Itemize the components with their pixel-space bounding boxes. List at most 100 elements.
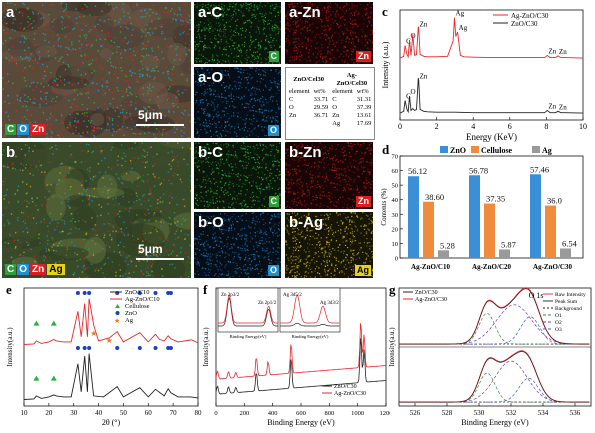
map-speckle	[372, 202, 373, 204]
map-speckle	[288, 181, 290, 184]
map-speckle	[247, 82, 249, 84]
map-speckle	[270, 20, 272, 22]
map-speckle	[256, 268, 258, 270]
map-speckle	[226, 159, 228, 161]
map-speckle	[233, 106, 235, 108]
sem-element-dot	[150, 205, 152, 207]
map-speckle	[236, 67, 238, 69]
map-speckle	[244, 30, 247, 32]
map-speckle	[324, 195, 326, 197]
sem-element-dot	[123, 15, 126, 17]
map-speckle	[286, 49, 288, 52]
map-speckle	[332, 156, 335, 158]
map-speckle	[323, 191, 325, 193]
map-speckle	[265, 40, 267, 42]
sem-element-dot	[79, 16, 81, 18]
sem-element-dot	[101, 30, 103, 32]
map-speckle	[262, 144, 264, 147]
sem-texture	[155, 155, 191, 166]
map-speckle	[254, 159, 256, 161]
sem-element-dot	[46, 20, 49, 23]
map-speckle	[307, 26, 309, 29]
map-speckle	[352, 32, 354, 34]
sem-element-dot	[102, 247, 104, 250]
map-speckle	[229, 248, 231, 250]
map-a-zn-label: a-Zn	[289, 4, 321, 21]
map-speckle	[236, 262, 238, 264]
map-speckle	[204, 113, 206, 115]
sem-element-dot	[110, 40, 113, 42]
map-b-o-label: b-O	[198, 214, 224, 231]
map-speckle	[196, 197, 198, 199]
sem-element-dot	[134, 108, 137, 111]
map-speckle	[228, 95, 230, 97]
sem-element-dot	[162, 193, 165, 195]
map-speckle	[214, 37, 216, 39]
sem-element-dot	[172, 175, 174, 177]
sem-element-dot	[149, 8, 152, 11]
map-speckle	[256, 120, 258, 122]
map-speckle	[248, 19, 250, 21]
map-speckle	[262, 101, 264, 103]
map-speckle	[336, 212, 338, 214]
sem-element-dot	[112, 52, 114, 55]
sem-element-dot	[71, 41, 73, 44]
map-speckle	[362, 212, 364, 214]
sem-element-dot	[116, 56, 118, 59]
map-speckle	[234, 198, 236, 200]
sem-element-dot	[62, 136, 65, 138]
map-speckle	[235, 81, 237, 83]
sem-element-dot	[157, 199, 159, 201]
map-speckle	[306, 60, 308, 62]
map-speckle	[268, 262, 271, 264]
map-speckle	[272, 160, 274, 162]
sem-element-dot	[124, 37, 126, 39]
map-speckle	[223, 184, 226, 186]
map-speckle	[239, 256, 241, 258]
sem-element-dot	[190, 227, 191, 229]
map-speckle	[208, 72, 210, 74]
map-speckle	[360, 194, 362, 196]
sem-texture	[38, 246, 89, 261]
sem-element-dot	[147, 173, 149, 176]
map-speckle	[256, 110, 258, 113]
map-speckle	[206, 114, 208, 116]
map-speckle	[217, 42, 219, 44]
sem-element-dot	[79, 258, 81, 261]
map-speckle	[348, 183, 350, 185]
sem-element-dot	[23, 27, 26, 29]
sem-element-dot	[65, 46, 67, 49]
map-speckle	[355, 207, 357, 209]
map-speckle	[287, 180, 289, 182]
map-speckle	[205, 4, 207, 6]
map-speckle	[218, 73, 221, 75]
panel-b: b 5μm C O Zn Ag b-C C b-Zn Zn b-O O b-Ag Ag	[2, 142, 375, 279]
map-speckle	[218, 228, 221, 230]
map-speckle	[275, 33, 277, 36]
map-speckle	[303, 193, 305, 195]
sem-element-dot	[129, 70, 131, 73]
sem-element-dot	[66, 54, 69, 56]
sem-element-dot	[138, 81, 140, 84]
map-speckle	[300, 146, 302, 148]
map-speckle	[293, 155, 295, 157]
sem-element-dot	[135, 93, 137, 95]
map-speckle	[210, 202, 212, 204]
map-speckle	[223, 144, 225, 146]
map-speckle	[325, 16, 327, 18]
map-speckle	[349, 145, 351, 147]
map-speckle	[241, 186, 243, 188]
map-speckle	[371, 29, 373, 31]
map-speckle	[280, 273, 281, 275]
map-speckle	[243, 155, 245, 157]
map-speckle	[228, 118, 230, 120]
map-speckle	[310, 40, 312, 42]
sem-element-dot	[59, 133, 61, 136]
map-speckle	[256, 158, 258, 160]
map-speckle	[359, 3, 361, 6]
map-speckle	[314, 184, 316, 187]
map-speckle	[200, 58, 203, 60]
map-speckle	[323, 176, 325, 178]
map-speckle	[225, 54, 227, 57]
map-speckle	[225, 29, 227, 31]
